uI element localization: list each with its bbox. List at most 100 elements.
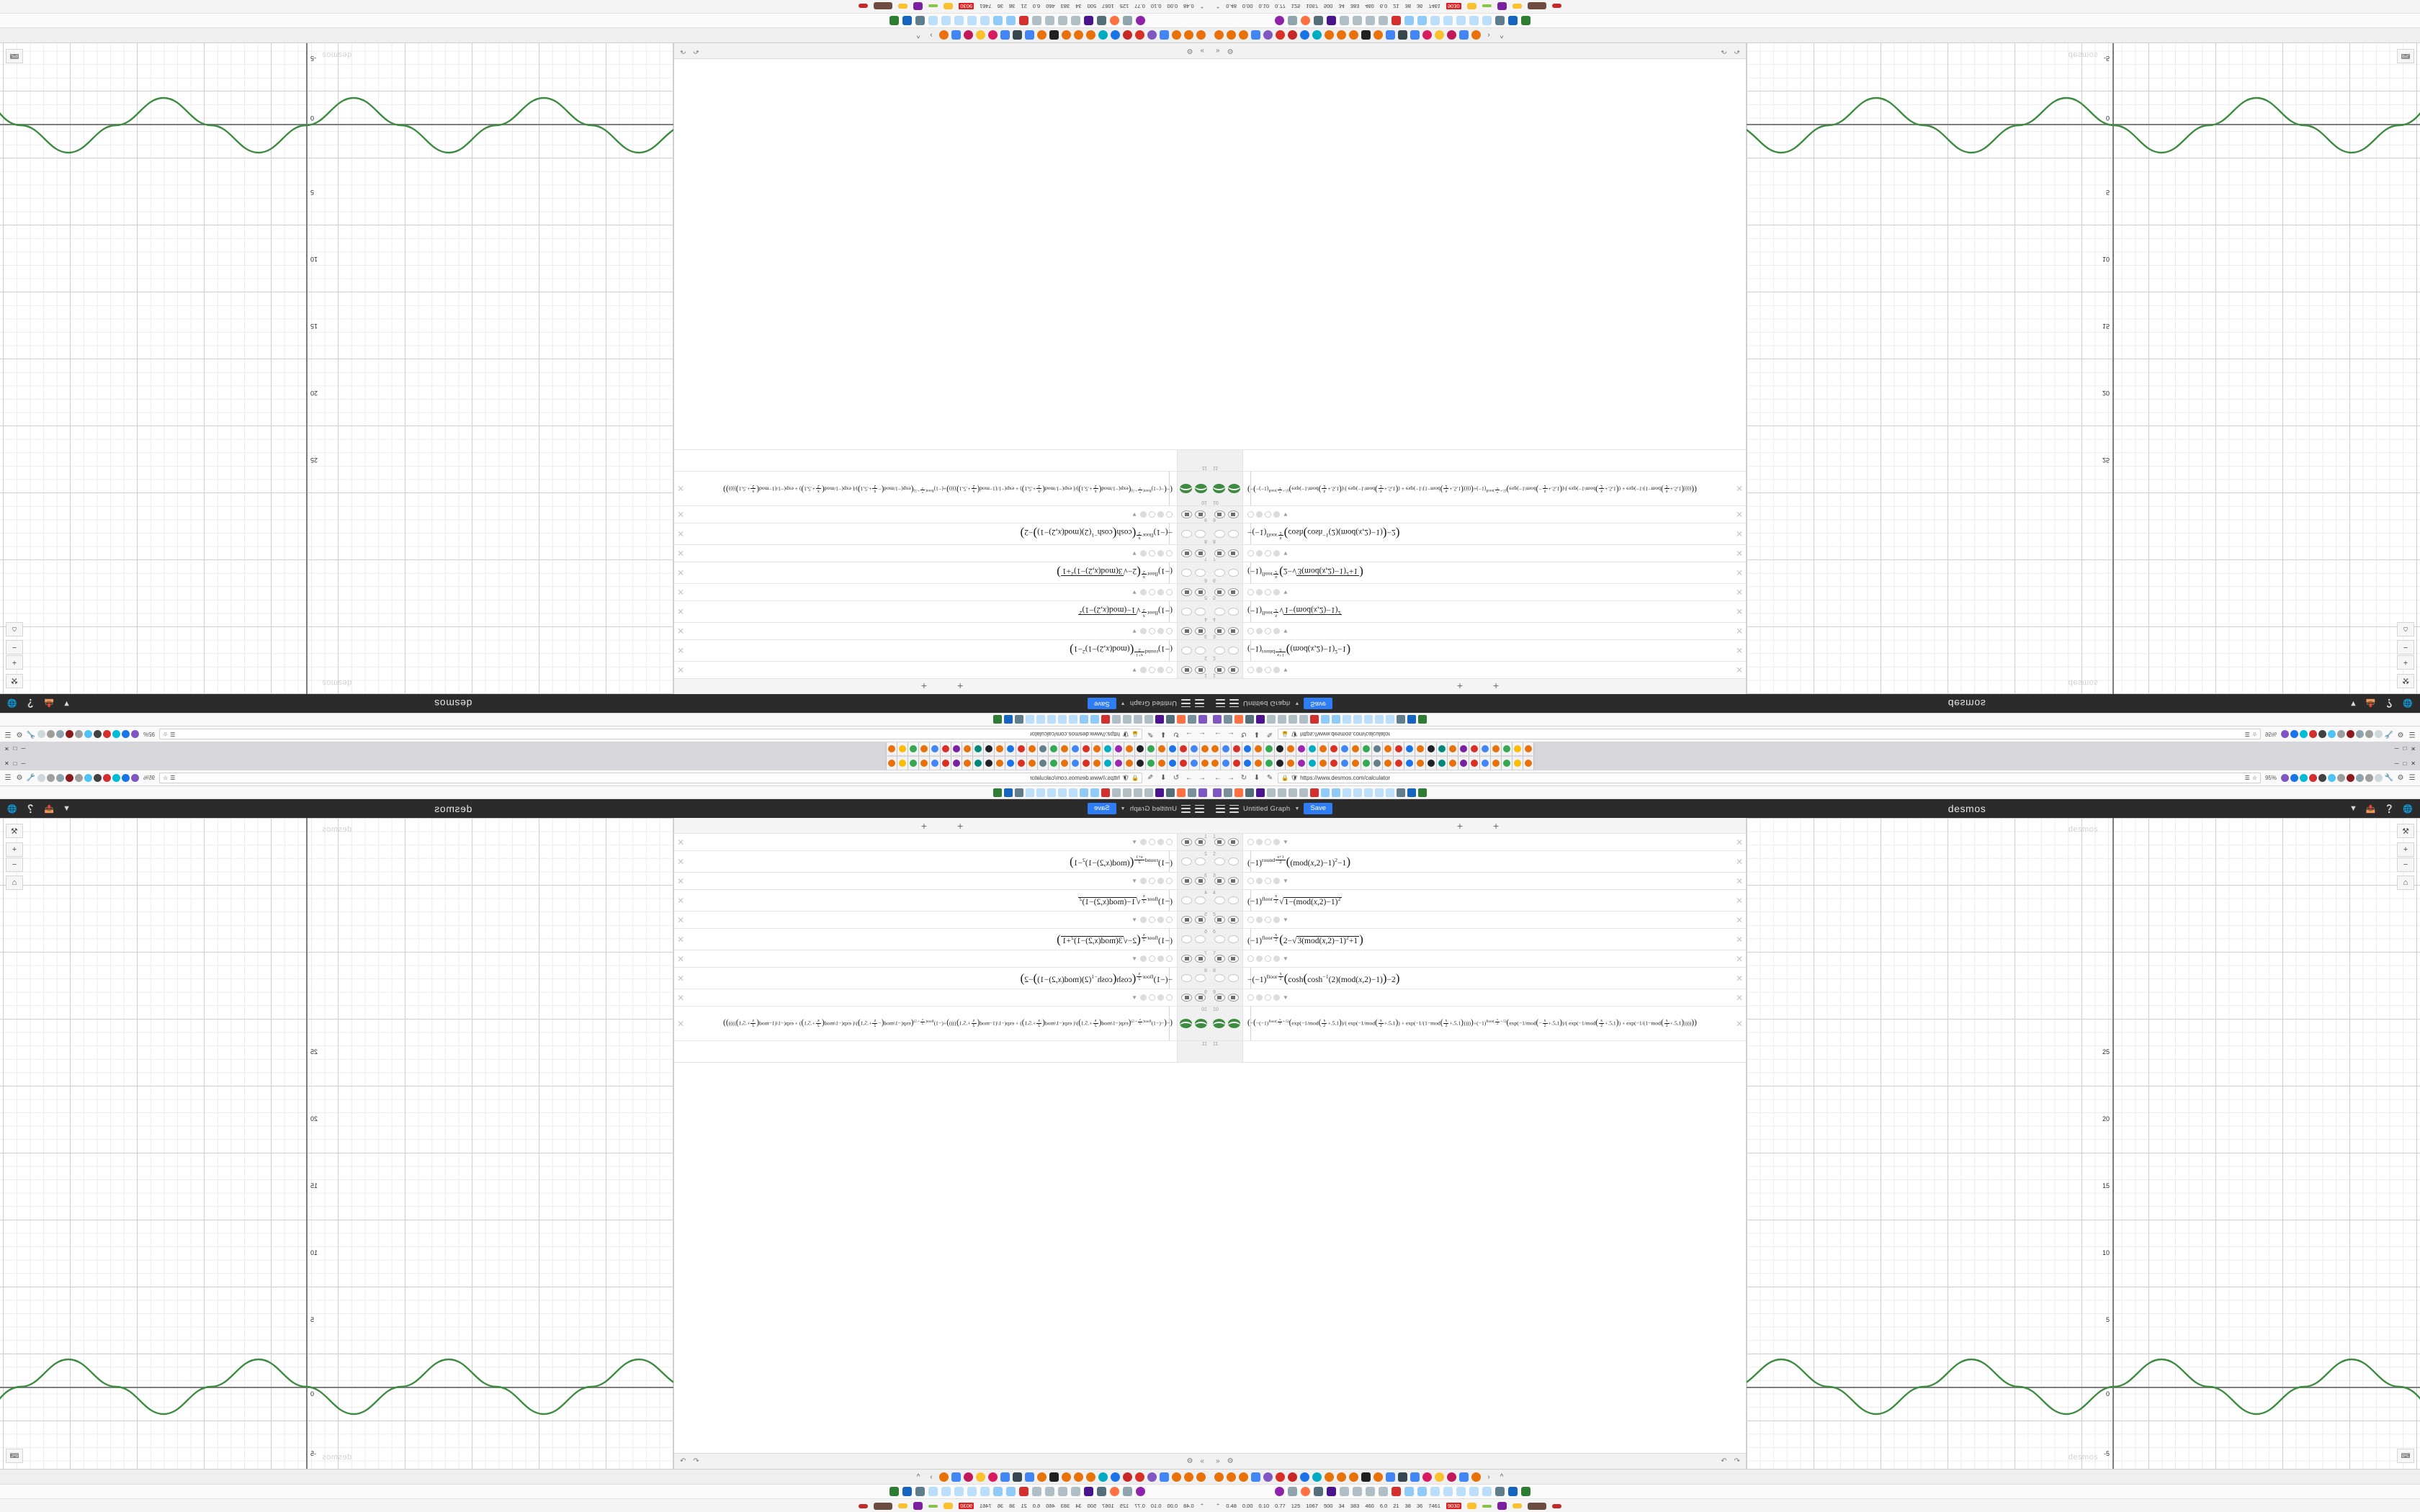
r-icon[interactable] (1013, 30, 1022, 40)
expression-folder-row[interactable]: 7 ▼ ✕ (674, 950, 1210, 968)
back-icon[interactable]: ← (1214, 774, 1222, 782)
keyboard-button[interactable]: ⌨ (2397, 1449, 2414, 1463)
plot-toggle-icon[interactable] (1195, 647, 1206, 654)
browser-tab[interactable] (1318, 757, 1329, 770)
folder-body[interactable]: ▼ ✕ (1243, 545, 1746, 562)
bookmark-icon[interactable] (1364, 788, 1373, 797)
plot-toggle-icon[interactable] (1195, 569, 1206, 577)
browser-tab[interactable] (1340, 757, 1350, 770)
minimize-icon[interactable]: ─ (2394, 745, 2399, 752)
browser-tab[interactable] (1059, 757, 1070, 770)
taskbar-icon[interactable] (1276, 1472, 1285, 1482)
browser-tab[interactable] (1232, 742, 1242, 755)
hamburger-icon[interactable] (1216, 699, 1225, 708)
taskbar-icon[interactable] (988, 1472, 998, 1482)
bookmark-icon[interactable] (1375, 715, 1384, 724)
browser-tab-strip[interactable]: ─ □ ✕ (0, 756, 1210, 770)
delete-row-icon[interactable]: ✕ (677, 645, 685, 656)
delete-row-icon[interactable]: ✕ (677, 567, 685, 578)
library-icon[interactable] (75, 774, 83, 782)
highlighter-icon[interactable]: ✎ (1147, 774, 1154, 782)
notepad-icon[interactable] (1456, 1487, 1466, 1496)
expression-row-empty[interactable]: 11 (674, 1041, 1210, 1063)
taskbar-icon[interactable] (1086, 30, 1095, 40)
document-icon[interactable] (1045, 16, 1054, 25)
notepad-icon[interactable] (1456, 16, 1466, 25)
google-icon[interactable] (1410, 1472, 1420, 1482)
plot-toggle-icon[interactable] (1195, 858, 1206, 865)
bookmark-icon[interactable] (1234, 715, 1243, 724)
taskbar-icon[interactable] (1227, 1472, 1236, 1482)
plot-toggle-icon[interactable] (1195, 935, 1206, 943)
browser-tab[interactable] (1167, 757, 1178, 770)
expression-body[interactable]: (−1)floor x 2 (2−√3(mod(x,2)−1)2+1) ✕ (1243, 562, 1746, 583)
expression-scroll-area[interactable]: 1 ▼ ✕ (674, 834, 1210, 1453)
bookmark-icon[interactable] (1289, 715, 1297, 724)
taskbar-icon[interactable] (1037, 30, 1047, 40)
bookmark-icon[interactable] (1198, 715, 1207, 724)
bookmark-icon[interactable] (1299, 788, 1308, 797)
plot-toggle-icon[interactable] (1227, 647, 1239, 654)
browser-tab[interactable] (1026, 742, 1037, 755)
notepad-icon[interactable] (928, 1487, 938, 1496)
bookmark-icon[interactable] (1278, 715, 1286, 724)
home-button[interactable]: ⌂ (2397, 622, 2414, 636)
chevron-up-icon[interactable]: ^ (1500, 31, 1504, 40)
add-folder-icon[interactable]: + (920, 819, 927, 832)
green-curve-icon[interactable] (1195, 1019, 1208, 1028)
plot-toggle-icon[interactable] (1227, 569, 1239, 577)
folder-icon[interactable] (1181, 916, 1193, 924)
google-icon[interactable] (1386, 1472, 1395, 1482)
taskbar-icon[interactable] (1288, 1472, 1297, 1482)
bookmark-icon[interactable] (1188, 715, 1196, 724)
calculator-icon[interactable] (1006, 1487, 1016, 1496)
pinned-app-icon[interactable] (1097, 16, 1106, 25)
save-button[interactable]: Save (1087, 803, 1116, 814)
notepad-icon[interactable] (1430, 1487, 1440, 1496)
chevron-down-icon[interactable]: ▼ (1283, 511, 1289, 518)
expression-row[interactable]: 10 (−(−(−1)floor(x 2 +.5)(exp(−1/mod(x 2 +.5… (1210, 471, 1746, 505)
plot-toggle-icon[interactable] (1214, 608, 1225, 616)
plot-toggle-icon[interactable] (1181, 608, 1193, 616)
bookmark-icon[interactable] (1321, 715, 1330, 724)
expression-folder-row[interactable]: 9 ▼ ✕ (674, 505, 1210, 523)
expression-folder-row[interactable]: 7 ▼ ✕ (1210, 544, 1746, 562)
plot-toggle-icon[interactable] (1181, 858, 1193, 865)
delete-row-icon[interactable]: ✕ (1735, 509, 1743, 520)
browser-tab[interactable] (1491, 757, 1502, 770)
extension-gear-icon[interactable] (2281, 774, 2289, 782)
notepad-icon[interactable] (1469, 1487, 1479, 1496)
taskbar-icon[interactable] (1349, 1472, 1358, 1482)
bookmark-icon[interactable] (1112, 715, 1121, 724)
browser-tab[interactable] (1469, 757, 1480, 770)
pinned-app-icon[interactable] (1521, 16, 1531, 25)
settings-gear-icon[interactable]: ⚙ (1186, 47, 1193, 55)
wrench-icon[interactable]: 🔧 (2384, 730, 2394, 738)
browser-tab[interactable] (1512, 742, 1523, 755)
list-icon[interactable] (1229, 804, 1239, 813)
instagram-icon[interactable] (1447, 30, 1456, 40)
list-icon[interactable] (1181, 804, 1191, 813)
pinned-app-icon[interactable] (1136, 16, 1145, 25)
folder-body[interactable]: ▼ ✕ (1243, 623, 1746, 639)
bookmark-icon[interactable] (1375, 788, 1384, 797)
bookmark-icon[interactable] (1026, 715, 1034, 724)
taskbar-pinned-row[interactable] (0, 14, 1210, 28)
taskbar-icon[interactable] (1147, 1472, 1157, 1482)
address-bar[interactable]: 🔒 🛡 https://www.desmos.com/calculator ☰ … (159, 773, 1142, 783)
folder-icon[interactable] (1181, 838, 1193, 846)
add-icon[interactable] (122, 730, 130, 738)
folder-body[interactable]: ▼ ✕ (1243, 912, 1746, 928)
browser-tab[interactable] (1480, 757, 1491, 770)
back-icon[interactable]: ← (1214, 730, 1222, 738)
folder-body[interactable]: ▼ ✕ (674, 506, 1177, 523)
browser-tab[interactable] (1005, 757, 1016, 770)
browser-tab[interactable] (1372, 742, 1383, 755)
browser-tab[interactable] (1415, 742, 1426, 755)
system-monitor-row[interactable]: ⌃ 0.48 0.00 0.10 0.77 125 1067 500 34 38… (1210, 0, 2420, 14)
delete-row-icon[interactable]: ✕ (677, 483, 685, 494)
calculator-icon[interactable] (1417, 1487, 1427, 1496)
expression-body[interactable]: (−(−(−1)floor(x 2 +.5)(exp(−1/mod(x 2 +.5,1)… (1243, 1007, 1746, 1040)
shield-icon[interactable] (2356, 774, 2364, 782)
taskbar-icon[interactable] (1123, 30, 1132, 40)
